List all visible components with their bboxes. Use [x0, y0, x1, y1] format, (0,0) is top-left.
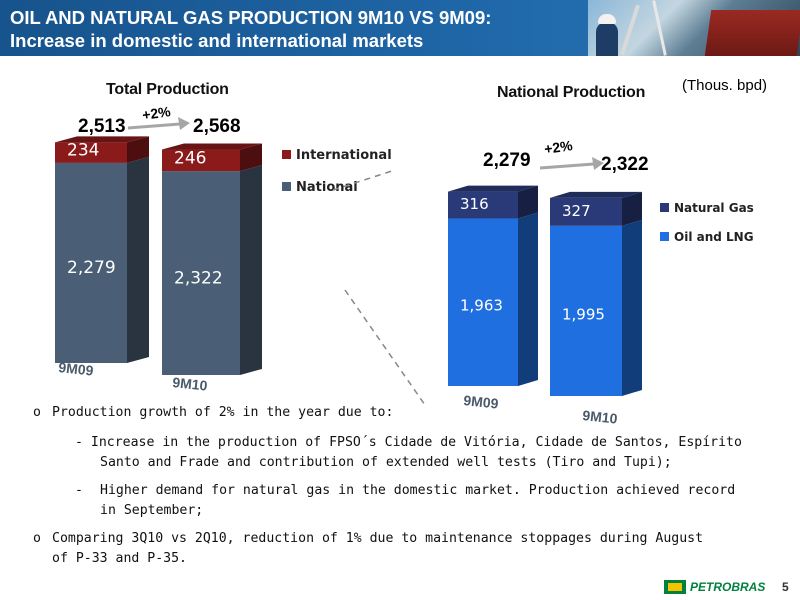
- unit-label: (Thous. bpd): [682, 77, 768, 94]
- total-total-label: 2,568: [193, 116, 241, 137]
- total-arrow-head-icon: [178, 117, 190, 130]
- circle-bullet-icon: o: [33, 531, 41, 546]
- connector-line-lower: [344, 289, 426, 406]
- national-total-label: 2,322: [601, 154, 649, 175]
- national-bar-side-9M10-0: [622, 219, 642, 396]
- national-arrow-head-icon: [592, 157, 604, 170]
- total-production-title: Total Production: [106, 81, 229, 98]
- national-legend-swatch: [660, 232, 669, 241]
- bullet-2-line-1: Comparing 3Q10 vs 2Q10, reduction of 1% …: [52, 531, 704, 546]
- total-bar-9M10-national: [162, 171, 240, 375]
- national-bar-side-9M10-1: [622, 191, 642, 226]
- national-bar-side-9M09-0: [518, 212, 538, 386]
- total-value-label: 234: [67, 141, 99, 161]
- helmet-shape: [598, 14, 616, 24]
- national-value-label: 1,995: [562, 305, 605, 323]
- national-bar-9M09-natural-gas: [448, 191, 518, 219]
- total-bar-top-9M10: [162, 143, 262, 150]
- total-legend-swatch: [282, 150, 291, 159]
- national-bar-9M10-natural-gas: [550, 197, 622, 226]
- logo-wordmark: PETROBRAS: [690, 580, 766, 594]
- total-legend-label: National: [296, 180, 358, 195]
- national-growth-label: +2%: [543, 137, 574, 157]
- national-bar-9M09-oil-and-lng: [448, 218, 518, 386]
- total-growth-label: +2%: [141, 103, 172, 123]
- national-value-label: 316: [460, 195, 489, 213]
- total-bar-9M10-international: [162, 149, 240, 172]
- sub-bullet-2-line-1: Higher demand for natural gas in the dom…: [100, 483, 736, 498]
- header-banner: OIL AND NATURAL GAS PRODUCTION 9M10 VS 9…: [0, 0, 800, 56]
- national-bar-top-9M09: [448, 185, 538, 192]
- slide-subtitle: Increase in domestic and international m…: [10, 30, 424, 51]
- national-category-label: 9M10: [582, 407, 619, 427]
- bullet-1-text: Production growth of 2% in the year due …: [52, 405, 394, 420]
- total-bar-top-9M09: [55, 136, 149, 143]
- bullet-2-line-2: of P-33 and P-35.: [52, 551, 187, 566]
- petrobras-logo: PETROBRAS: [664, 579, 765, 595]
- sub-bullet-1-line-2: Santo and Frade and contribution of exte…: [100, 455, 672, 470]
- br-logo-icon: [664, 580, 686, 594]
- national-legend-label: Oil and LNG: [674, 230, 754, 244]
- national-legend-label: Natural Gas: [674, 201, 754, 215]
- total-bar-9M09-international: [55, 142, 127, 163]
- total-legend-swatch: [282, 182, 291, 191]
- national-value-label: 327: [562, 202, 591, 220]
- national-bar-side-9M09-1: [518, 185, 538, 219]
- national-growth-arrow: [539, 162, 595, 170]
- total-bar-side-9M10-1: [240, 143, 262, 172]
- national-value-label: 1,963: [460, 297, 503, 315]
- sub-bullet-2-dash: -: [75, 483, 83, 498]
- header-photo: [588, 0, 800, 56]
- total-bar-side-9M09-1: [127, 136, 149, 163]
- slide-title: OIL AND NATURAL GAS PRODUCTION 9M10 VS 9…: [10, 7, 492, 28]
- national-legend-swatch: [660, 203, 669, 212]
- total-value-label: 2,322: [174, 268, 223, 288]
- total-bar-9M09-national: [55, 162, 127, 363]
- national-category-label: 9M09: [463, 392, 500, 412]
- total-value-label: 2,279: [67, 258, 116, 278]
- total-total-label: 2,513: [78, 116, 126, 137]
- total-growth-arrow: [127, 122, 181, 130]
- total-legend-label: International: [296, 148, 392, 163]
- national-bar-9M10-oil-and-lng: [550, 225, 622, 396]
- national-total-label: 2,279: [483, 150, 531, 171]
- page-number: 5: [782, 580, 789, 594]
- total-bar-side-9M10-0: [240, 165, 262, 375]
- sub-bullet-1-line-1: - Increase in the production of FPSO´s C…: [75, 435, 742, 450]
- total-bar-side-9M09-0: [127, 156, 149, 363]
- sub-bullet-2-line-2: in September;: [100, 503, 204, 518]
- total-value-label: 246: [174, 149, 206, 169]
- national-bar-top-9M10: [550, 191, 642, 198]
- circle-bullet-icon: o: [33, 405, 41, 420]
- total-category-label: 9M10: [172, 374, 209, 394]
- national-production-title: National Production: [497, 84, 646, 101]
- total-category-label: 9M09: [58, 359, 95, 379]
- worker-shape: [596, 22, 618, 56]
